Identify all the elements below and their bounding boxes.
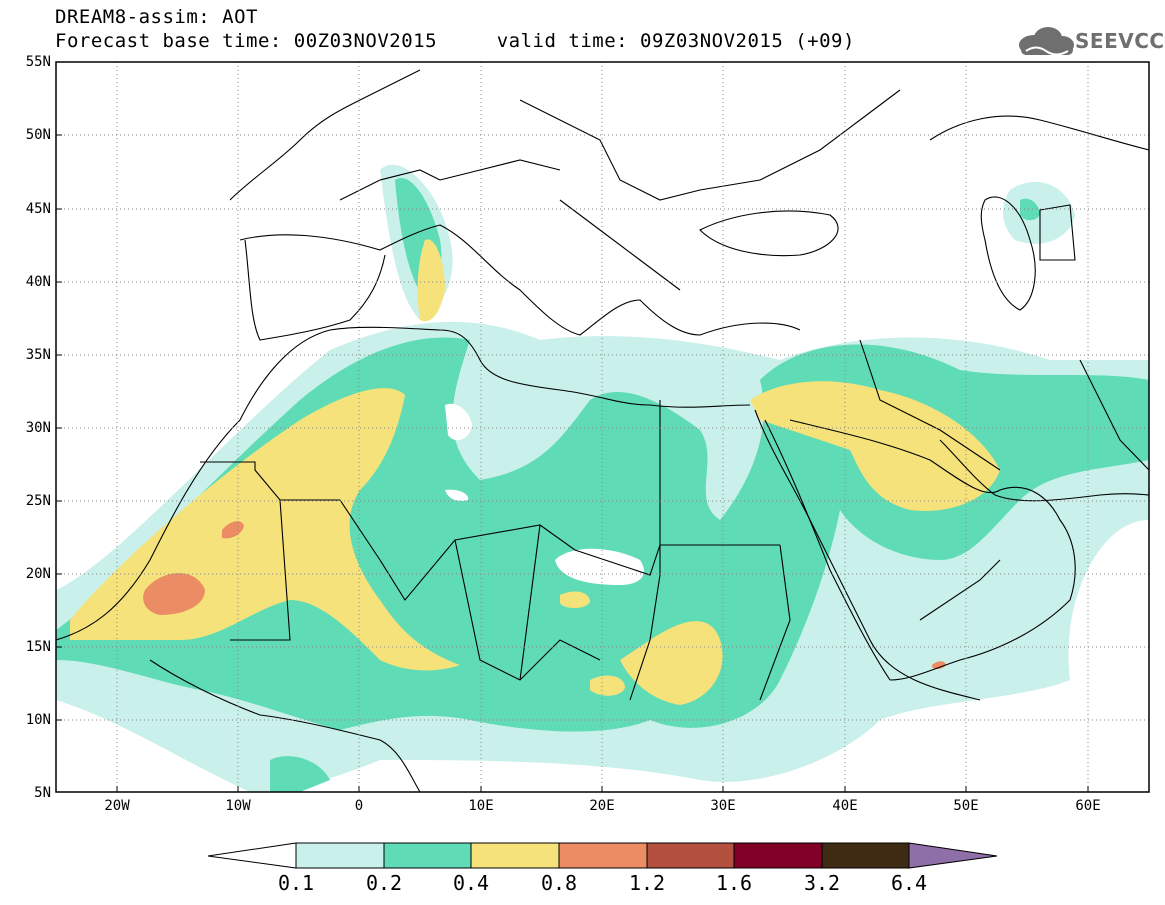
cloud-icon <box>1019 27 1074 56</box>
lon-label: 60E <box>1075 798 1101 814</box>
lon-label: 10E <box>468 798 494 814</box>
colorbar-label: 1.6 <box>715 871 753 895</box>
lat-label: 20N <box>25 566 51 582</box>
colorbar-segment <box>733 842 823 869</box>
lon-label: 10W <box>225 798 251 814</box>
colorbar-label: 1.2 <box>628 871 666 895</box>
colorbar-label: 0.2 <box>365 871 403 895</box>
colorbar <box>207 842 998 869</box>
logo-text: SEEVCCC <box>1075 29 1165 53</box>
colorbar-segment <box>558 842 648 869</box>
lat-label: 40N <box>25 274 51 290</box>
colorbar-segment <box>646 842 735 869</box>
grid-lines <box>56 62 1149 792</box>
colorbar-segment <box>295 842 385 869</box>
colorbar-segment <box>821 842 910 869</box>
lon-label: 20W <box>104 798 130 814</box>
lon-label: 50E <box>953 798 979 814</box>
coastlines <box>56 69 1149 792</box>
lon-label: 30E <box>710 798 736 814</box>
lon-label: 40E <box>832 798 858 814</box>
colorbar-label: 0.8 <box>540 871 578 895</box>
colorbar-segment <box>383 842 472 869</box>
colorbar-label: 6.4 <box>890 871 928 895</box>
title-line-2: Forecast base time: 00Z03NOV2015 valid t… <box>55 30 855 52</box>
lat-label: 10N <box>25 712 51 728</box>
lon-label: 20E <box>589 798 615 814</box>
lat-label: 5N <box>34 785 51 801</box>
lat-label: 30N <box>25 420 51 436</box>
colorbar-segment <box>470 842 560 869</box>
lat-label: 55N <box>25 54 51 70</box>
colorbar-label: 0.4 <box>452 871 490 895</box>
colorbar-label: 3.2 <box>803 871 841 895</box>
lon-label: 0 <box>354 798 364 814</box>
colorbar-low-extension <box>207 842 297 869</box>
lat-label: 35N <box>25 347 51 363</box>
map-frame <box>55 61 1150 793</box>
colorbar-high-extension <box>908 842 998 869</box>
title-line-1: DREAM8-assim: AOT <box>55 6 258 28</box>
lat-label: 50N <box>25 127 51 143</box>
lat-label: 25N <box>25 493 51 509</box>
lat-label: 15N <box>25 639 51 655</box>
colorbar-label: 0.1 <box>277 871 315 895</box>
lat-label: 45N <box>25 201 51 217</box>
